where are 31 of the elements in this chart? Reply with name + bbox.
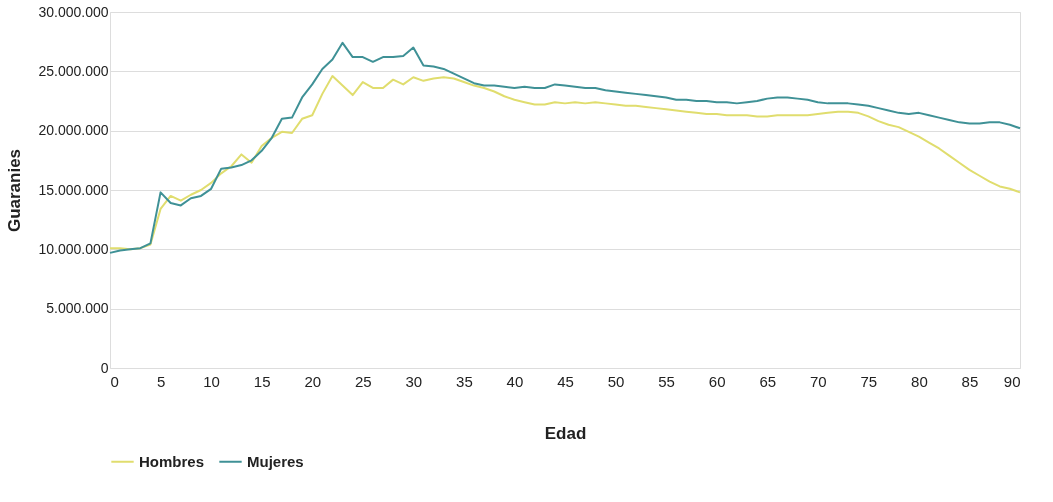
x-tick-label: 75	[860, 372, 878, 390]
x-tick-label: 30	[405, 372, 423, 390]
y-tick-label: 15.000.000	[38, 181, 109, 198]
line-series	[109, 75, 1021, 251]
legend-label: Mujeres	[247, 452, 304, 470]
y-tick-label: 5.000.000	[46, 300, 109, 317]
x-axis-title: Edad	[544, 423, 587, 443]
x-tick-label: 15	[253, 372, 271, 390]
x-tick-label: 50	[607, 372, 625, 390]
x-tick-label: 45	[557, 372, 574, 390]
x-tick-label: 85	[961, 372, 979, 390]
x-tick-label: 70	[809, 372, 827, 390]
x-tick-label: 35	[456, 372, 473, 390]
x-tick-label: 90	[1003, 372, 1021, 390]
y-tick-label: 0	[100, 359, 109, 376]
y-tick-label: 10.000.000	[38, 240, 109, 257]
x-tick-label: 25	[354, 372, 372, 390]
x-tick-label: 65	[759, 372, 777, 390]
y-tick-label: 25.000.000	[38, 62, 109, 79]
y-tick-label: 30.000.000	[38, 3, 109, 20]
legend-label: Hombres	[139, 452, 205, 470]
y-tick-label: 20.000.000	[38, 122, 109, 139]
y-axis-title: Guaranies	[5, 148, 25, 233]
x-tick-label: 10	[203, 372, 220, 390]
x-tick-label: 20	[304, 372, 322, 390]
line-series	[109, 41, 1021, 254]
x-tick-label: 5	[156, 372, 166, 390]
x-tick-label: 80	[911, 372, 928, 390]
x-tick-label: 55	[658, 372, 675, 390]
x-tick-label: 40	[506, 372, 524, 390]
x-tick-label: 60	[708, 372, 726, 390]
